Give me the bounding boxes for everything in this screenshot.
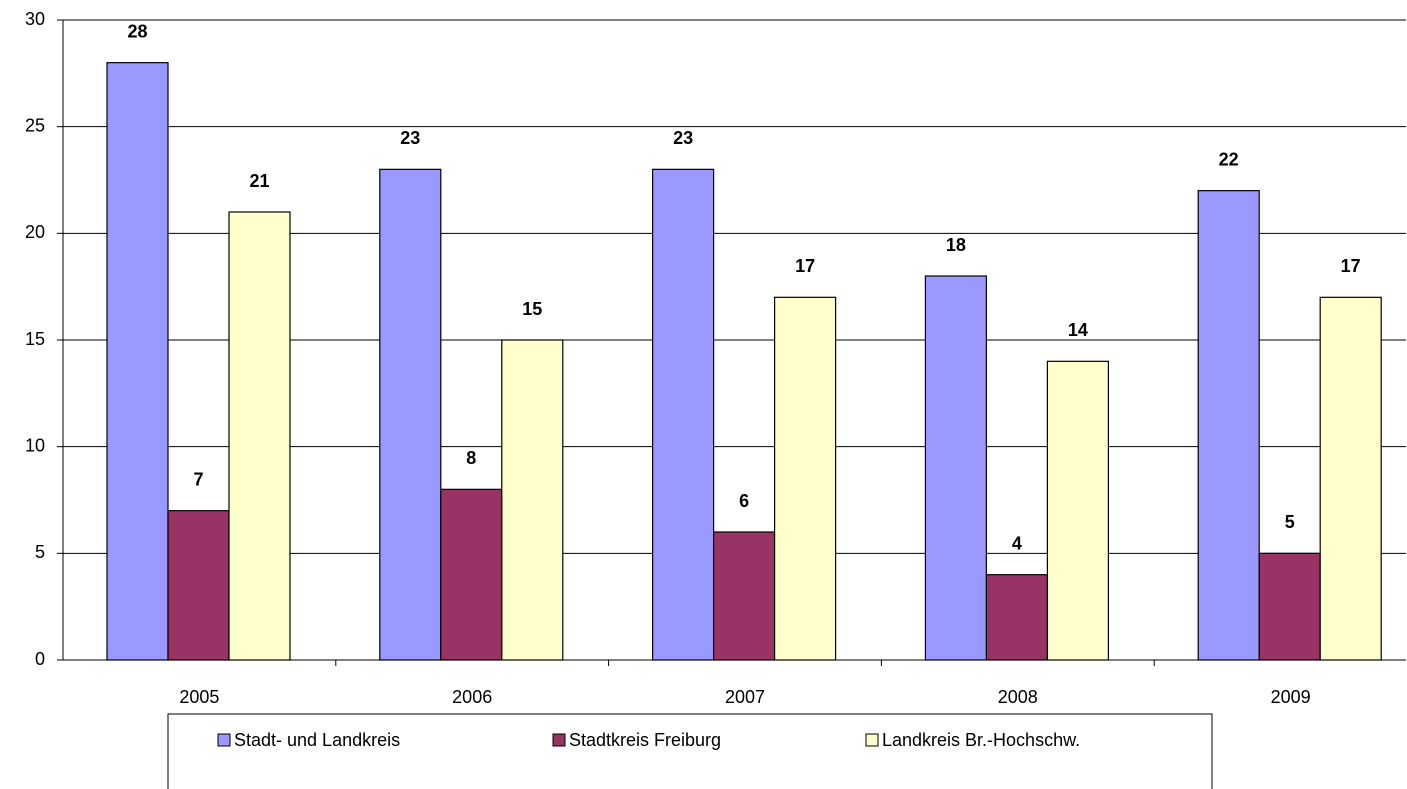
legend-label: Landkreis Br.-Hochschw. <box>882 730 1080 750</box>
value-label: 18 <box>946 235 966 255</box>
bar <box>985 574 1049 661</box>
bar <box>1197 190 1260 661</box>
y-tick-label: 5 <box>35 542 45 562</box>
bar <box>440 488 503 661</box>
bar <box>228 211 291 661</box>
value-label: 15 <box>522 299 542 319</box>
value-label: 14 <box>1068 320 1088 340</box>
x-tick-label: 2008 <box>998 687 1038 707</box>
bar <box>501 339 564 661</box>
legend-label: Stadt- und Landkreis <box>234 730 400 750</box>
value-label: 23 <box>673 128 693 148</box>
value-label: 4 <box>1012 533 1022 553</box>
bar <box>106 62 169 661</box>
value-label: 8 <box>466 448 476 468</box>
bar <box>1046 360 1110 661</box>
legend-swatch <box>865 733 879 747</box>
bar <box>1319 296 1382 661</box>
bar <box>379 168 442 661</box>
value-label: 23 <box>400 128 420 148</box>
bar <box>167 510 230 661</box>
y-tick-label: 10 <box>25 435 45 455</box>
value-label: 5 <box>1285 512 1295 532</box>
x-tick-label: 2006 <box>452 687 492 707</box>
bar <box>1258 552 1321 661</box>
x-tick-label: 2005 <box>179 687 219 707</box>
bar <box>924 275 988 661</box>
value-label: 17 <box>1341 256 1361 276</box>
legend-swatch <box>552 733 566 747</box>
bar <box>712 531 776 661</box>
y-tick-label: 20 <box>25 222 45 242</box>
y-tick-label: 25 <box>25 115 45 135</box>
value-label: 21 <box>249 171 269 191</box>
y-tick-label: 0 <box>35 649 45 669</box>
value-label: 17 <box>795 256 815 276</box>
y-tick-label: 15 <box>25 329 45 349</box>
value-label: 7 <box>193 469 203 489</box>
x-tick-label: 2009 <box>1271 687 1311 707</box>
legend-label: Stadtkreis Freiburg <box>569 730 721 750</box>
value-label: 22 <box>1219 149 1239 169</box>
legend-box <box>167 713 1213 789</box>
legend-swatch <box>217 733 231 747</box>
bar <box>651 168 715 661</box>
x-tick-label: 2007 <box>725 687 765 707</box>
bar <box>773 296 837 661</box>
y-tick-label: 30 <box>25 9 45 29</box>
value-label: 6 <box>739 491 749 511</box>
value-label: 28 <box>127 21 147 41</box>
